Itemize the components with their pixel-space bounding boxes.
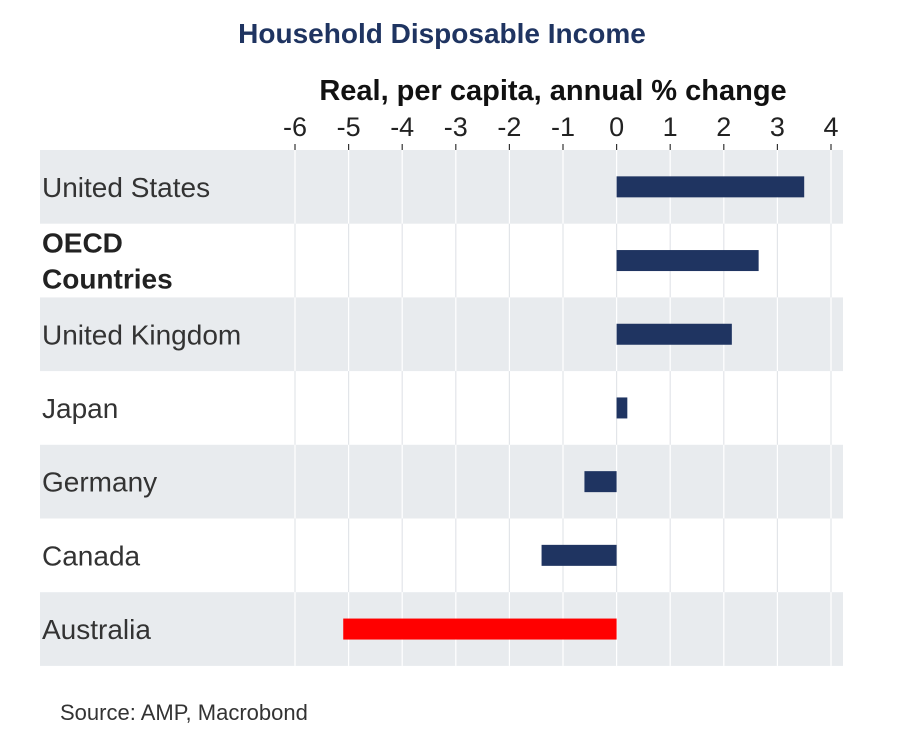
tick-label: 0 bbox=[609, 112, 624, 142]
gridlines bbox=[294, 150, 832, 666]
category-label: United Kingdom bbox=[42, 319, 241, 350]
category-label-line: United States bbox=[42, 172, 210, 203]
bar-germany bbox=[584, 471, 617, 493]
tick-label: -6 bbox=[283, 112, 307, 142]
x-axis: -6 -5 -4 -3 -2 -1 0 1 2 3 4 bbox=[283, 112, 839, 150]
category-label: Australia bbox=[42, 614, 151, 645]
category-label-line: Canada bbox=[42, 540, 141, 571]
source-note: Source: AMP, Macrobond bbox=[60, 700, 308, 725]
tick-label: -1 bbox=[551, 112, 575, 142]
chart-subtitle: Real, per capita, annual % change bbox=[319, 75, 786, 107]
bar-japan bbox=[616, 397, 628, 419]
bar-canada bbox=[541, 544, 617, 566]
row-band bbox=[40, 444, 843, 519]
tick-label: 4 bbox=[823, 112, 838, 142]
tick-label: 3 bbox=[770, 112, 785, 142]
bar-australia bbox=[343, 618, 617, 640]
bar-united-kingdom bbox=[616, 323, 732, 345]
chart-title: Household Disposable Income bbox=[238, 18, 646, 49]
category-label-line: United Kingdom bbox=[42, 319, 241, 350]
tick-label: -5 bbox=[337, 112, 361, 142]
tick-label: -4 bbox=[390, 112, 414, 142]
tick-label: 2 bbox=[716, 112, 731, 142]
tick-label: -2 bbox=[497, 112, 521, 142]
category-label: Canada bbox=[42, 540, 141, 571]
category-label-line: Germany bbox=[42, 467, 157, 498]
category-label-line: Australia bbox=[42, 614, 151, 645]
category-label: OECD Countries bbox=[42, 228, 173, 295]
category-label-line: OECD bbox=[42, 228, 123, 259]
tick-label: -3 bbox=[444, 112, 468, 142]
category-label-line: Countries bbox=[42, 264, 173, 295]
category-label: Japan bbox=[42, 393, 118, 424]
category-labels: United States OECD Countries United Kingdom… bbox=[42, 172, 241, 645]
bar-oecd-countries bbox=[616, 250, 759, 272]
bars bbox=[343, 176, 805, 640]
category-label-line: Japan bbox=[42, 393, 118, 424]
tick-label: 1 bbox=[663, 112, 678, 142]
category-label: Germany bbox=[42, 467, 157, 498]
row-bands bbox=[40, 150, 843, 666]
category-label: United States bbox=[42, 172, 210, 203]
bar-united-states bbox=[616, 176, 805, 198]
